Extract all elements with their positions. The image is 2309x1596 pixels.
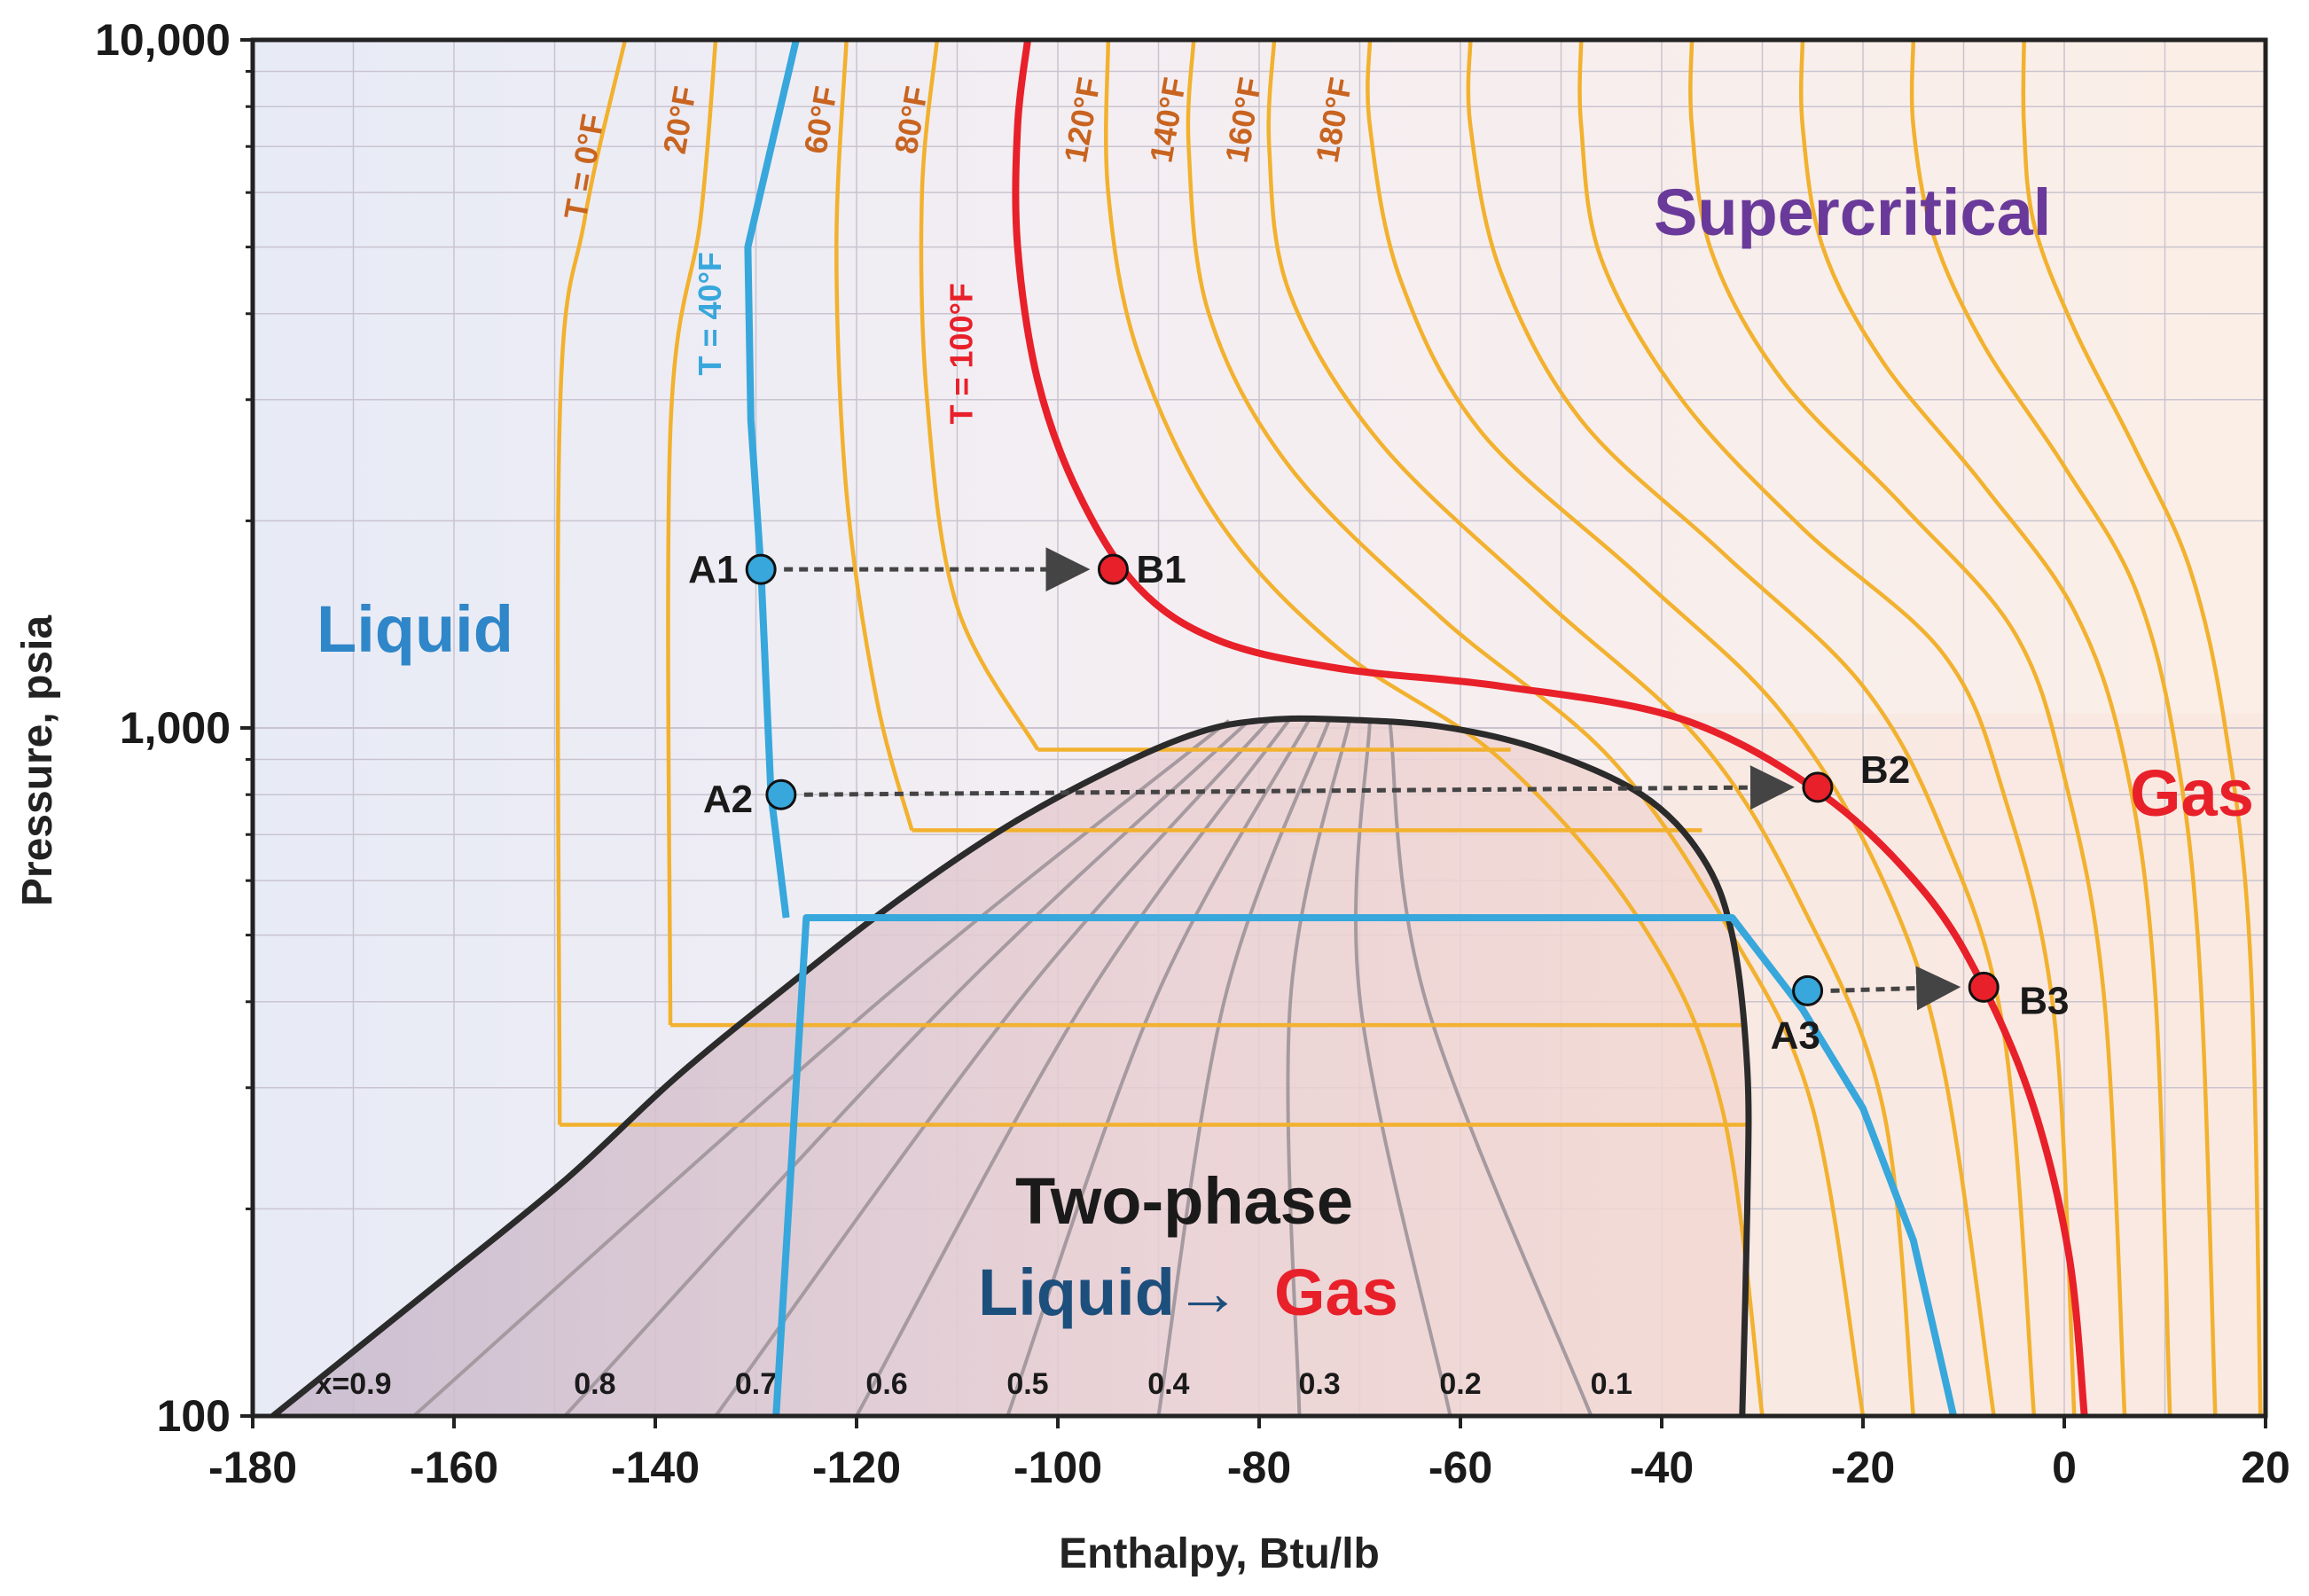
region-label-liquid: Liquid	[317, 592, 513, 666]
isotherm-line	[1577, 39, 2077, 1417]
state-point-b1	[1097, 553, 1129, 585]
quality-label: 0.2	[1439, 1367, 1481, 1401]
state-change-arrows	[784, 547, 1961, 1011]
transition-label-gas: Gas	[1274, 1256, 1398, 1329]
two-phase-dome-fill	[272, 718, 1749, 1416]
quality-label: 0.1	[1591, 1367, 1632, 1401]
state-points: A1 B1 A2 B2 A3 B3	[688, 548, 2069, 1057]
isotherm-line	[555, 39, 628, 1125]
y-tick-label: 100	[157, 1391, 231, 1441]
x-axis-title: Enthalpy, Btu/lb	[1059, 1530, 1380, 1577]
quality-line	[1286, 719, 1352, 1417]
isotherm-line	[1366, 39, 1996, 1417]
state-point-a2	[765, 778, 797, 810]
x-tick-label: 0	[2052, 1443, 2077, 1492]
isotherm-line	[1688, 39, 2127, 1417]
quality-line	[1156, 718, 1332, 1417]
isotherm-line	[1266, 39, 1916, 1417]
state-point-label: B1	[1136, 548, 1186, 591]
x-tick-label: -180	[208, 1443, 297, 1492]
isotherm-line	[1798, 39, 2172, 1417]
x-tick-label: -80	[1227, 1443, 1291, 1492]
x-tick-label: -60	[1428, 1443, 1492, 1492]
isotherm-line	[1186, 39, 1866, 1417]
state-point-label: B2	[1860, 748, 1910, 792]
isotherm-line	[919, 39, 1040, 751]
state-point-a1	[745, 553, 777, 585]
quality-line	[1006, 718, 1311, 1417]
quality-label: 0.5	[1006, 1367, 1048, 1401]
quality-label: 0.7	[735, 1367, 777, 1401]
region-label-supercritical: Supercritical	[1654, 176, 2051, 249]
x-tick-label: -20	[1831, 1443, 1895, 1492]
transition-label-liquid: Liquid	[978, 1256, 1175, 1329]
isotherm-line	[2021, 39, 2263, 1417]
quality-line	[1354, 720, 1452, 1417]
region-label-two-phase: Two-phase	[1015, 1164, 1353, 1238]
isotherm-40-label: T = 40°F	[692, 252, 728, 375]
state-point-b2	[1802, 771, 1834, 803]
quality-label: 0.4	[1147, 1367, 1189, 1401]
isotherm-40-line	[772, 914, 1957, 1417]
state-change-arrow	[803, 765, 1795, 810]
state-point-a3	[1792, 974, 1824, 1006]
quality-label: 0.8	[574, 1367, 615, 1401]
quality-label: 0.6	[865, 1367, 907, 1401]
x-tick-label: -160	[410, 1443, 498, 1492]
quality-label: 0.3	[1298, 1367, 1340, 1401]
isotherm-100-label: T = 100°F	[943, 283, 980, 424]
y-axis-title: Pressure, psia	[14, 615, 61, 907]
isotherm-line	[666, 39, 718, 1026]
x-tick-label: -100	[1014, 1443, 1102, 1492]
x-tick-label: -140	[611, 1443, 700, 1492]
transition-arrow: →	[1175, 1256, 1241, 1329]
y-tick-label: 1,000	[120, 703, 231, 753]
isotherm-line	[1909, 39, 2218, 1417]
y-tick-label: 10,000	[95, 15, 231, 65]
region-label-gas: Gas	[2130, 756, 2254, 830]
saturation-dome-line	[270, 715, 1752, 1419]
state-point-label: A1	[688, 548, 738, 591]
isotherm-line	[834, 39, 914, 831]
isotherm-100-line	[1012, 39, 2088, 1417]
state-change-arrow	[1830, 966, 1961, 1011]
x-tick-label: -120	[812, 1443, 901, 1492]
state-point-b3	[1968, 971, 2000, 1003]
state-point-label: A3	[1771, 1013, 1820, 1057]
state-point-label: B3	[2019, 979, 2069, 1022]
axis-ticks: -180 -160 -140 -120 -100 -80 -60 -40 -20 0 20 100 1,…	[95, 15, 2290, 1492]
x-tick-label: 20	[2241, 1443, 2290, 1492]
x-tick-label: -40	[1630, 1443, 1694, 1492]
state-point-label: A2	[703, 778, 753, 821]
